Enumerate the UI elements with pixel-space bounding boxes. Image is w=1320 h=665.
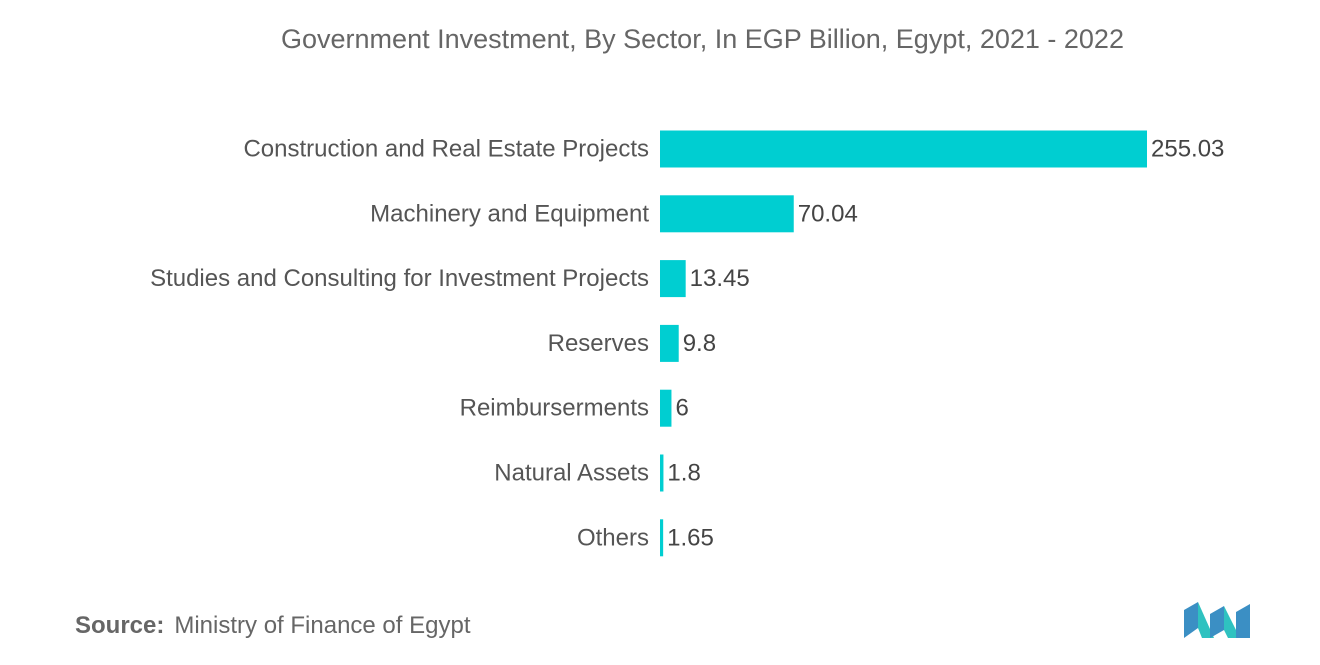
- data-label: 1.8: [667, 460, 700, 487]
- source-note: Source: Ministry of Finance of Egypt: [75, 612, 470, 640]
- data-label: 13.45: [690, 265, 750, 292]
- data-label: 1.65: [667, 524, 714, 551]
- bar: [660, 389, 672, 427]
- category-label: Reimburserments: [460, 395, 649, 422]
- data-label: 6: [675, 395, 688, 422]
- source-text: Ministry of Finance of Egypt: [174, 612, 471, 639]
- category-label: Construction and Real Estate Projects: [243, 136, 649, 163]
- bar: [660, 260, 686, 298]
- bar: [660, 195, 794, 233]
- bar: [660, 130, 1147, 168]
- category-label: Natural Assets: [494, 460, 649, 487]
- category-label: Studies and Consulting for Investment Pr…: [150, 265, 649, 292]
- bar: [660, 519, 664, 557]
- category-label: Reserves: [548, 330, 649, 357]
- mordor-intelligence-logo-icon: [1184, 602, 1250, 638]
- data-label: 255.03: [1151, 136, 1224, 163]
- category-label: Machinery and Equipment: [370, 200, 649, 227]
- data-label: 9.8: [683, 330, 716, 357]
- bar: [660, 324, 679, 362]
- source-label: Source:: [75, 612, 165, 639]
- chart-title: Government Investment, By Sector, In EGP…: [281, 24, 1124, 54]
- bar: [660, 454, 664, 492]
- data-label: 70.04: [798, 200, 858, 227]
- category-label: Others: [577, 524, 649, 551]
